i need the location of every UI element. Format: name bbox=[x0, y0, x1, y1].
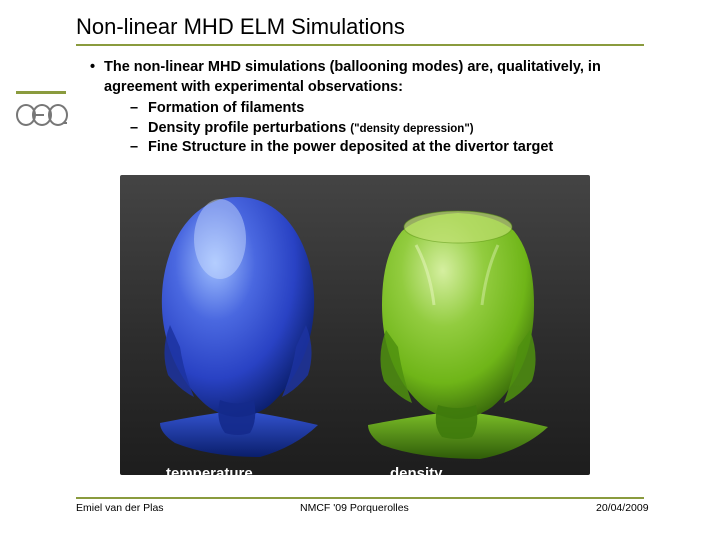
sub-bullet-text: Fine Structure in the power deposited at… bbox=[148, 138, 553, 158]
sub-bullet-main: Density profile perturbations bbox=[148, 120, 346, 136]
bullet-main: • The non-linear MHD simulations (balloo… bbox=[90, 58, 650, 97]
sub-bullet: – Density profile perturbations ("densit… bbox=[130, 119, 650, 139]
dash-icon: – bbox=[130, 119, 148, 139]
dash-icon: – bbox=[130, 138, 148, 158]
figure-label-temperature: temperature bbox=[166, 465, 253, 482]
sub-bullet-text: Formation of filaments bbox=[148, 99, 304, 119]
sub-bullet-text: Density profile perturbations ("density … bbox=[148, 119, 474, 139]
footer-author: Emiel van der Plas bbox=[76, 502, 164, 514]
simulation-shapes bbox=[120, 175, 590, 475]
cea-logo bbox=[14, 100, 70, 130]
sub-bullet: – Formation of filaments bbox=[130, 99, 650, 119]
bullet-dot-icon: • bbox=[90, 58, 104, 97]
bullet-main-text: The non-linear MHD simulations (ballooni… bbox=[104, 58, 650, 97]
bullet-content: • The non-linear MHD simulations (balloo… bbox=[90, 58, 650, 158]
logo-accent-bar bbox=[16, 91, 66, 94]
slide-title: Non-linear MHD ELM Simulations bbox=[76, 14, 405, 40]
footer-divider bbox=[76, 497, 644, 499]
sub-bullet-paren: ("density depression") bbox=[350, 123, 473, 135]
sub-bullet: – Fine Structure in the power deposited … bbox=[130, 138, 650, 158]
dash-icon: – bbox=[130, 99, 148, 119]
figure-label-density: density bbox=[390, 465, 443, 482]
density-isosurface bbox=[368, 211, 548, 459]
temperature-isosurface bbox=[160, 197, 318, 457]
title-underline bbox=[76, 44, 644, 46]
footer-conference: NMCF '09 Porquerolles bbox=[300, 502, 409, 514]
footer-date: 20/04/2009 bbox=[596, 502, 649, 514]
simulation-figure bbox=[120, 175, 590, 475]
